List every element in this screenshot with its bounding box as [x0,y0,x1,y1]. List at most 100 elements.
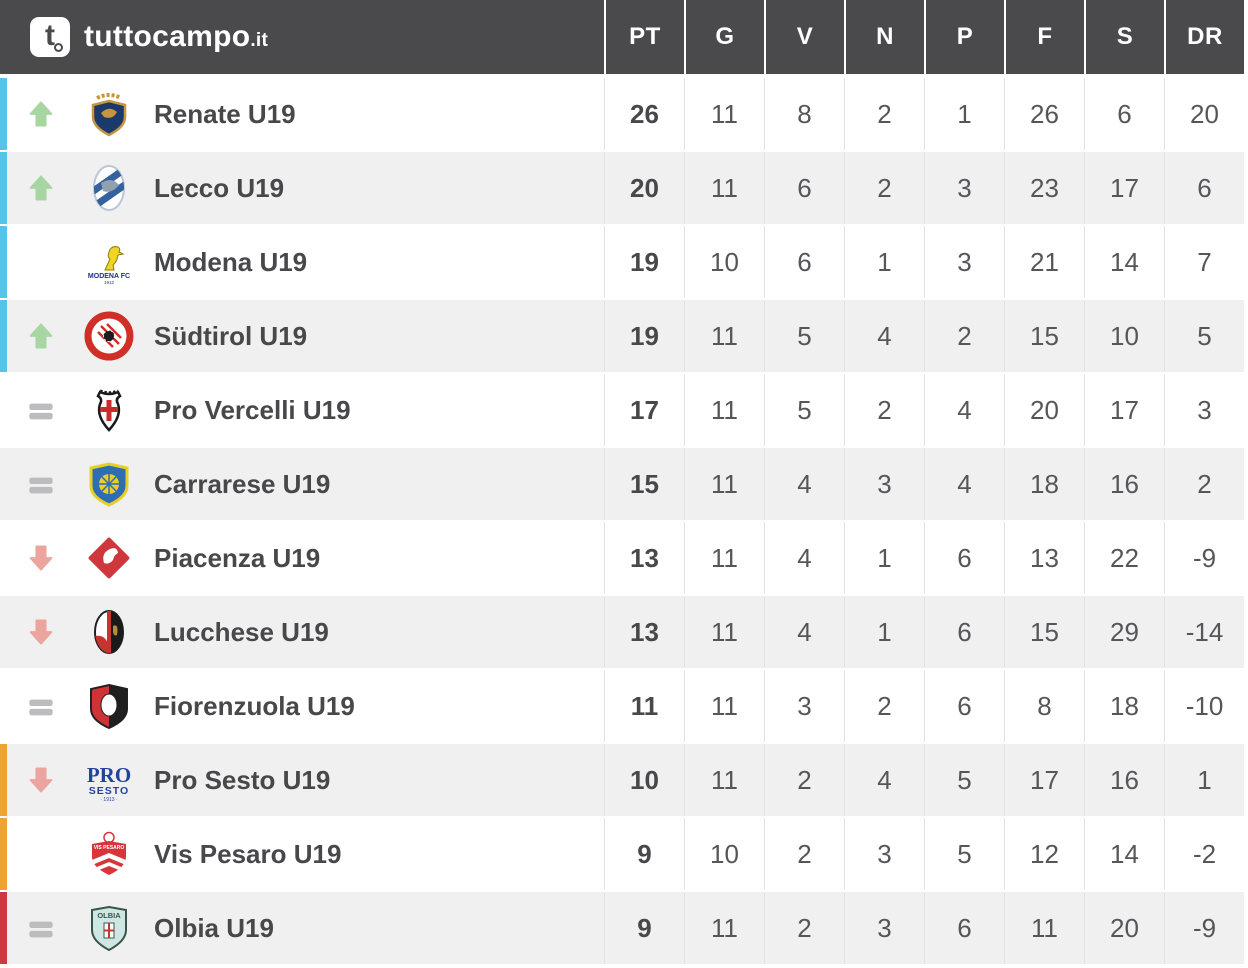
equal-movement-icon [26,691,56,721]
team-name[interactable]: Carrarese U19 [154,468,331,499]
stat-n: 3 [844,818,924,890]
no-movement-icon [26,839,56,869]
table-body: Renate U19 26 11 8 2 1 26 6 20 Lecco U19 20 11 6 2… [0,78,1248,964]
team-name[interactable]: Lecco U19 [154,172,285,203]
table-row-piacenza-u19[interactable]: Piacenza U19 13 11 4 1 6 13 22 -9 [0,522,1244,594]
team-name[interactable]: Fiorenzuola U19 [154,690,355,721]
zone-indicator-promotion [0,300,7,372]
club-logo-icon: PRO SESTO · 1913 · [84,755,134,805]
stat-v: 4 [764,448,844,520]
stat-n: 1 [844,522,924,594]
down-movement-icon [26,765,56,795]
stat-p: 6 [924,892,1004,964]
club-logo-icon [84,459,134,509]
team-name[interactable]: Modena U19 [154,246,308,277]
stat-s: 17 [1084,374,1164,446]
stat-s: 29 [1084,596,1164,668]
equal-movement-icon [26,913,56,943]
team-cell: VIS PESARO Vis Pesaro U19 [0,818,604,890]
table-row-fiorenzuola-u19[interactable]: Fiorenzuola U19 11 11 3 2 6 8 18 -10 [0,670,1244,742]
column-header-p: P [924,0,1004,74]
stat-dr: -9 [1164,892,1244,964]
stat-g: 11 [684,596,764,668]
stat-f: 26 [1004,78,1084,150]
stat-g: 11 [684,300,764,372]
svg-text:SESTO: SESTO [89,785,129,797]
brand-name-main: tuttocampo [84,20,251,53]
stat-g: 11 [684,670,764,742]
down-movement-icon [26,617,56,647]
column-header-n: N [844,0,924,74]
stat-s: 14 [1084,818,1164,890]
stat-f: 15 [1004,300,1084,372]
stat-g: 11 [684,78,764,150]
equal-movement-icon [26,469,56,499]
table-row-pro-vercelli-u19[interactable]: Pro Vercelli U19 17 11 5 2 4 20 17 3 [0,374,1244,446]
table-row-pro-sesto-u19[interactable]: PRO SESTO · 1913 · Pro Sesto U19 10 11 2 4 5… [0,744,1244,816]
table-row-modena-u19[interactable]: MODENA FC 1912 Modena U19 19 10 6 1 3 21 14 7 [0,226,1244,298]
stat-n: 4 [844,744,924,816]
team-name[interactable]: Olbia U19 [154,912,274,943]
team-cell: Pro Vercelli U19 [0,374,604,446]
stat-g: 11 [684,448,764,520]
zone-indicator-none [0,522,7,594]
stat-v: 3 [764,670,844,742]
tuttocampo-t-glyph: t [45,18,55,52]
team-cell: Fiorenzuola U19 [0,670,604,742]
brand-cell[interactable]: t tuttocampo.it [0,0,604,74]
zone-indicator-playout [0,744,7,816]
stat-pt: 13 [604,596,684,668]
stat-p: 6 [924,596,1004,668]
stat-dr: 20 [1164,78,1244,150]
stat-f: 13 [1004,522,1084,594]
up-movement-icon [26,321,56,351]
team-name[interactable]: Lucchese U19 [154,616,329,647]
team-cell: Lecco U19 [0,152,604,224]
table-row-vis-pesaro-u19[interactable]: VIS PESARO Vis Pesaro U19 9 10 2 3 5 12 14 -2 [0,818,1244,890]
stat-v: 8 [764,78,844,150]
team-name[interactable]: Südtirol U19 [154,320,308,351]
table-row-olbia-u19[interactable]: OLBIA Olbia U19 9 11 2 3 6 11 20 -9 [0,892,1244,964]
stat-s: 10 [1084,300,1164,372]
stat-pt: 26 [604,78,684,150]
table-row-lucchese-u19[interactable]: Lucchese U19 13 11 4 1 6 15 29 -14 [0,596,1244,668]
stat-p: 4 [924,448,1004,520]
stat-p: 3 [924,152,1004,224]
zone-indicator-playout [0,818,7,890]
stat-p: 6 [924,522,1004,594]
table-row-carrarese-u19[interactable]: Carrarese U19 15 11 4 3 4 18 16 2 [0,448,1244,520]
table-header: t tuttocampo.it PT G V N P F S DR [0,0,1244,74]
stat-n: 4 [844,300,924,372]
table-row-lecco-u19[interactable]: Lecco U19 20 11 6 2 3 23 17 6 [0,152,1244,224]
stat-s: 6 [1084,78,1164,150]
zone-indicator-promotion [0,152,7,224]
club-logo-icon [84,311,134,361]
table-row-renate-u19[interactable]: Renate U19 26 11 8 2 1 26 6 20 [0,78,1244,150]
stat-pt: 19 [604,226,684,298]
stat-pt: 9 [604,892,684,964]
stat-pt: 19 [604,300,684,372]
stat-v: 4 [764,522,844,594]
stat-s: 16 [1084,744,1164,816]
stat-pt: 20 [604,152,684,224]
team-name[interactable]: Renate U19 [154,98,296,129]
team-name[interactable]: Piacenza U19 [154,542,321,573]
zone-indicator-relegation [0,892,7,964]
stat-p: 5 [924,744,1004,816]
stat-f: 12 [1004,818,1084,890]
stat-dr: -9 [1164,522,1244,594]
tuttocampo-logo-icon: t [30,17,70,57]
stat-n: 2 [844,670,924,742]
stat-s: 20 [1084,892,1164,964]
team-cell: MODENA FC 1912 Modena U19 [0,226,604,298]
stat-f: 15 [1004,596,1084,668]
team-name[interactable]: Vis Pesaro U19 [154,838,342,869]
team-name[interactable]: Pro Vercelli U19 [154,394,351,425]
stat-dr: -2 [1164,818,1244,890]
stat-dr: 2 [1164,448,1244,520]
stat-dr: 1 [1164,744,1244,816]
team-name[interactable]: Pro Sesto U19 [154,764,331,795]
table-row-s-dtirol-u19[interactable]: Südtirol U19 19 11 5 4 2 15 10 5 [0,300,1244,372]
brand-name: tuttocampo.it [84,20,268,54]
club-logo-icon [84,163,134,213]
